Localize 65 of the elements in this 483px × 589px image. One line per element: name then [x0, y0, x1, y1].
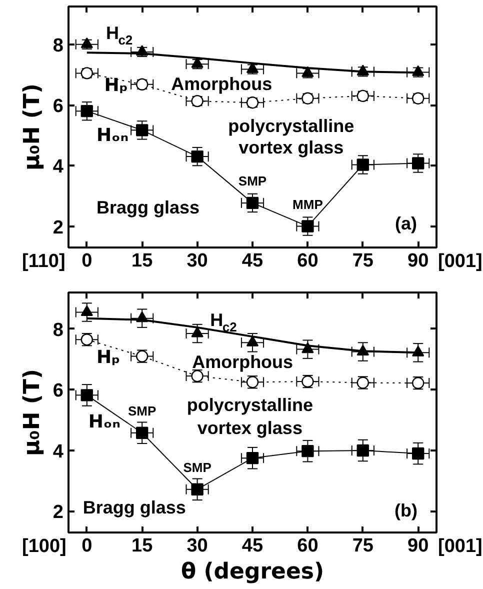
y-axis-title: μ₀H (T): [20, 368, 45, 456]
text: [001]: [438, 536, 482, 558]
point: [191, 483, 204, 496]
annotation: Bragg glass: [96, 197, 200, 218]
x-tick-label: 45: [242, 250, 264, 272]
y-tick-label: 6: [52, 380, 64, 402]
point: [246, 196, 259, 210]
x-tick-label: 45: [242, 536, 264, 556]
y-tick-label: 8: [52, 35, 64, 56]
x-tick-label: 90: [408, 536, 429, 556]
annotation: Bragg glass: [82, 497, 186, 518]
x-tick-label: 30: [186, 536, 208, 556]
y-tick-label: 4: [52, 156, 64, 178]
annotation: SMP: [128, 403, 157, 418]
x-axis-title: θ (degrees): [180, 560, 324, 584]
point: [412, 346, 424, 356]
text: [110]: [22, 251, 66, 273]
x-tick-label: 15: [132, 536, 154, 556]
series-label: Hₒₙ: [96, 125, 129, 146]
point: [136, 124, 148, 136]
annotation: vortex glass: [238, 137, 344, 158]
y-tick-label: 2: [52, 217, 64, 238]
y-tick-label: 2: [52, 502, 64, 524]
point: [80, 104, 93, 118]
point: [80, 305, 93, 316]
x-tick-label: 75: [352, 536, 374, 556]
point: [302, 444, 314, 458]
point: [246, 336, 259, 346]
annotation: MMP: [292, 196, 324, 212]
x-tick-label: 90: [408, 250, 429, 272]
point: [246, 452, 259, 464]
annotation: Amorphous: [171, 74, 272, 94]
point: [412, 157, 424, 170]
y-tick-label: 8: [52, 320, 64, 341]
point: [356, 444, 369, 457]
annotation: SMP: [238, 173, 267, 188]
x-tick-label: 0: [82, 250, 92, 272]
x-tick-label: 60: [297, 250, 318, 272]
series-label: Hₚ: [104, 75, 128, 96]
annotation: (b): [394, 500, 418, 521]
point: [80, 389, 93, 402]
point: [412, 447, 424, 460]
x-tick-label: 60: [297, 536, 318, 556]
text: [100]: [22, 536, 66, 558]
point: [302, 220, 314, 232]
point: [191, 326, 204, 338]
series-label: Hₚ: [96, 347, 120, 368]
annotation: SMP: [183, 460, 212, 475]
series-label: Hₒₙ: [88, 412, 120, 433]
y-axis-title: μ₀H (T): [20, 83, 45, 171]
x-tick-label: 75: [352, 250, 374, 272]
annotation: (a): [394, 214, 417, 234]
annotation: Amorphous: [192, 352, 294, 372]
y-tick-label: 6: [52, 96, 64, 118]
y-tick-label: 4: [52, 441, 64, 462]
point: [136, 426, 148, 439]
point: [191, 150, 204, 163]
annotation: polycrystalline: [186, 394, 313, 415]
text: [001]: [438, 251, 482, 273]
annotation: polycrystalline: [228, 116, 354, 136]
x-tick-label: 0: [82, 536, 92, 556]
point: [356, 158, 369, 171]
annotation: vortex glass: [197, 418, 302, 438]
x-tick-label: 15: [132, 250, 154, 272]
x-tick-label: 30: [186, 250, 208, 272]
